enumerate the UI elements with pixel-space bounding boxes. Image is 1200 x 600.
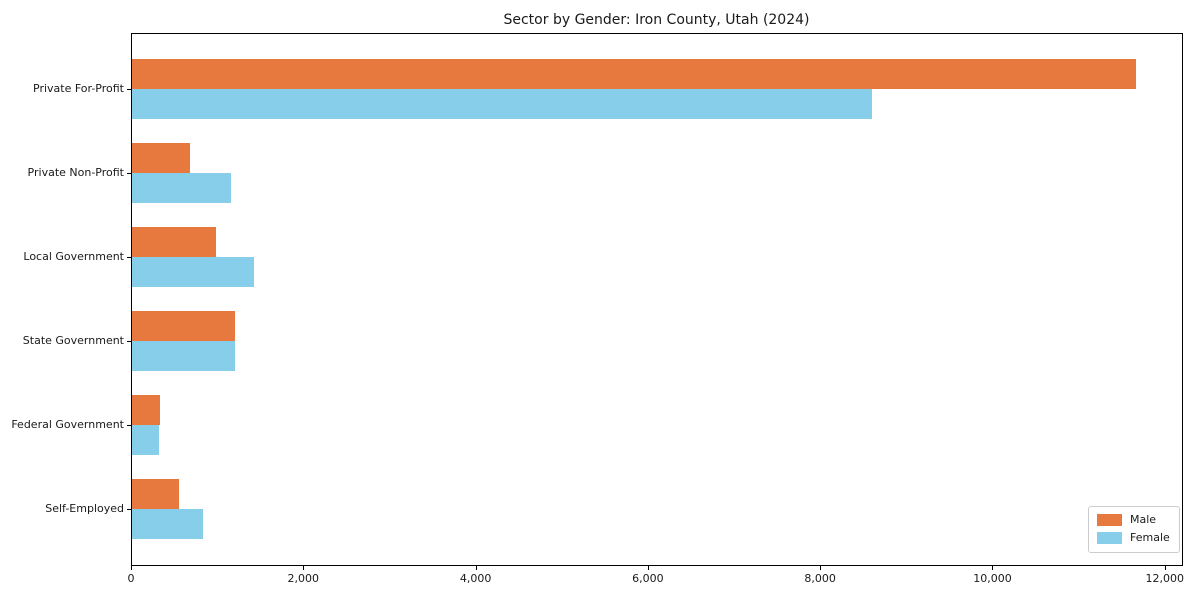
legend-entry-female: Female xyxy=(1097,531,1170,544)
x-tick-mark xyxy=(131,566,132,570)
y-tick-mark xyxy=(127,173,131,174)
bar-female-federal-government xyxy=(132,425,160,455)
bar-male-private-for-profit xyxy=(132,59,1136,89)
x-tick-label-4-000: 4,000 xyxy=(459,572,492,585)
bar-male-state-government xyxy=(132,311,236,341)
legend-label-female: Female xyxy=(1130,531,1170,544)
bar-male-private-non-profit xyxy=(132,143,191,173)
x-tick-label-2-000: 2,000 xyxy=(287,572,320,585)
chart-title: Sector by Gender: Iron County, Utah (202… xyxy=(503,12,810,28)
bar-male-federal-government xyxy=(132,395,160,425)
bar-female-self-employed xyxy=(132,509,203,539)
legend-entry-male: Male xyxy=(1097,513,1169,526)
y-axis-label-private-for-profit: Private For-Profit xyxy=(33,82,124,95)
x-tick-mark xyxy=(475,566,477,570)
legend-swatch-male xyxy=(1097,513,1122,526)
y-axis-label-local-government: Local Government xyxy=(23,250,124,263)
x-tick-label-8-000: 8,000 xyxy=(804,572,836,585)
y-axis-label-private-non-profit: Private Non-Profit xyxy=(27,166,124,179)
y-tick-mark xyxy=(127,257,131,258)
y-tick-mark xyxy=(127,341,131,342)
y-tick-mark xyxy=(127,509,131,510)
y-tick-mark xyxy=(127,425,131,426)
bar-female-private-non-profit xyxy=(132,173,232,203)
plot-area xyxy=(131,33,1183,566)
bar-female-private-for-profit xyxy=(132,89,872,119)
x-tick-label-0: 0 xyxy=(127,572,135,585)
y-axis-label-state-government: State Government xyxy=(22,334,124,347)
x-tick-label-10-000: 10,000 xyxy=(973,572,1012,585)
x-tick-mark xyxy=(1164,566,1166,570)
x-tick-mark xyxy=(303,566,305,570)
y-tick-mark xyxy=(127,89,131,90)
legend-label-male: Male xyxy=(1130,513,1157,526)
bar-male-local-government xyxy=(132,227,216,257)
bar-female-state-government xyxy=(132,341,235,371)
x-tick-label-12-000: 12,000 xyxy=(1145,572,1185,585)
legend-swatch-female xyxy=(1097,531,1122,544)
y-axis-label-self-employed: Self-Employed xyxy=(45,502,124,515)
x-tick-label-6-000: 6,000 xyxy=(632,572,664,585)
x-tick-mark xyxy=(992,566,994,570)
x-tick-mark xyxy=(820,566,822,570)
legend: Male Female xyxy=(1088,506,1180,553)
y-axis-label-federal-government: Federal Government xyxy=(11,418,124,431)
bar-male-self-employed xyxy=(132,479,180,509)
bar-female-local-government xyxy=(132,257,255,287)
x-tick-mark xyxy=(647,566,649,570)
